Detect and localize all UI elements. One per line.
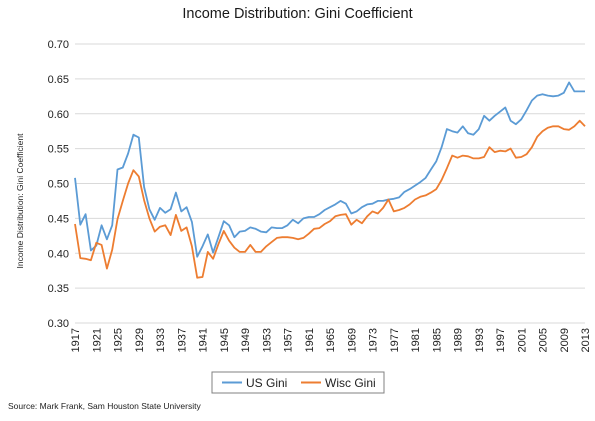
series-lines [74, 81, 586, 279]
y-axis-ticks: 0.30 0.35 0.40 0.45 0.50 0.55 0.60 0.65 0.70 [48, 39, 69, 330]
x-tick-label: 1977 [389, 328, 401, 352]
x-tick-label: 1929 [134, 328, 146, 352]
x-tick-label: 1969 [346, 328, 358, 352]
legend-label: US Gini [246, 376, 287, 390]
x-tick-label: 1957 [283, 328, 295, 352]
y-tick-label: 0.40 [48, 248, 69, 260]
x-tick-label: 1937 [176, 328, 188, 352]
y-tick-label: 0.35 [48, 283, 69, 295]
x-tick-label: 1993 [474, 328, 486, 352]
y-tick-label: 0.55 [48, 144, 69, 156]
x-tick-label: 1961 [304, 328, 316, 352]
y-tick-label: 0.30 [48, 318, 69, 330]
x-tick-label: 1921 [91, 328, 103, 352]
x-tick-label: 1973 [368, 328, 380, 352]
x-tick-label: 1997 [495, 328, 507, 352]
x-tick-label: 1941 [198, 328, 210, 352]
x-tick-label: 1917 [70, 328, 82, 352]
series-line-0 [74, 81, 585, 258]
y-axis-label: Income Distribution: Gini Coefficient [15, 133, 25, 269]
chart-title: Income Distribution: Gini Coefficient [182, 6, 413, 22]
legend: US Gini Wisc Gini [211, 371, 385, 394]
x-tick-label: 1925 [113, 328, 125, 352]
x-tick-label: 1949 [240, 328, 252, 352]
x-tick-label: 1933 [155, 328, 167, 352]
x-tick-label: 1953 [261, 328, 273, 352]
x-tick-label: 1965 [325, 328, 337, 352]
series-line-1 [74, 119, 586, 279]
x-tick-label: 1945 [219, 328, 231, 352]
x-tick-label: 2001 [516, 328, 528, 352]
y-tick-label: 0.45 [48, 213, 69, 225]
x-axis-ticks: 1917 1921 1925 1929 1933 1937 1941 1945 1949 1953… [70, 328, 592, 352]
y-tick-label: 0.65 [48, 74, 69, 86]
x-tick-label: 1985 [431, 328, 443, 352]
x-tick-label: 1989 [453, 328, 465, 352]
legend-label: Wisc Gini [325, 376, 376, 390]
y-tick-label: 0.50 [48, 179, 69, 191]
y-tick-label: 0.60 [48, 109, 69, 121]
source-note: Source: Mark Frank, Sam Houston State Un… [8, 401, 201, 411]
x-tick-label: 1981 [410, 328, 422, 352]
x-tick-label: 2013 [580, 328, 592, 352]
x-tick-label: 2005 [538, 328, 550, 352]
x-tick-label: 2009 [559, 328, 571, 352]
legend-box [211, 371, 385, 394]
gridlines [75, 43, 585, 324]
y-tick-label: 0.70 [48, 39, 69, 51]
